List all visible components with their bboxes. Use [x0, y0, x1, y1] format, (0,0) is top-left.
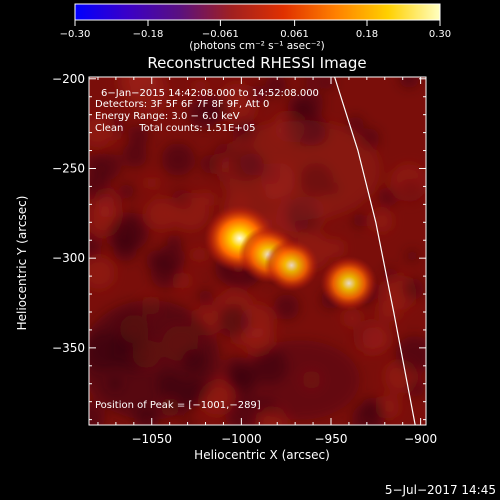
mottle-patch	[182, 418, 195, 425]
plot-frame	[88, 76, 427, 426]
colorbar-tick-label: 0.061	[280, 29, 309, 40]
mottle-patch	[395, 335, 426, 374]
chart-title: Reconstructed RHESSI Image	[147, 54, 366, 72]
colorbar-tick-label: 0.30	[429, 29, 451, 40]
mottle-patch	[107, 218, 141, 252]
mottle-patch	[402, 278, 424, 300]
annotation-time: 6−Jan−2015 14:42:08.000 to 14:52:08.000	[101, 88, 319, 99]
mottle-patch	[129, 125, 149, 146]
mottle-patch	[360, 397, 384, 421]
mottle-patch	[398, 77, 420, 89]
mottle-patch	[105, 125, 121, 141]
y-axis-label: Heliocentric Y (arcsec)	[15, 196, 29, 331]
mottle-patch	[167, 234, 182, 250]
annotation-counts: Clean Total counts: 1.51E+05	[95, 123, 255, 134]
mottle-patch	[201, 154, 220, 174]
mottle-patch	[378, 187, 398, 207]
source-3	[264, 239, 319, 292]
mottle-patch	[89, 114, 114, 147]
y-tick-label: −200	[52, 72, 85, 86]
mottle-patch	[369, 209, 393, 233]
y-tick-label: −300	[52, 251, 85, 265]
colorbar-tick-label: −0.18	[133, 29, 164, 40]
mottle-patch	[318, 77, 335, 90]
solar-limb	[334, 77, 416, 425]
mottle-dark-region	[240, 340, 360, 420]
mottle-patch	[198, 289, 213, 304]
mottle-patch	[187, 97, 220, 130]
y-tick-label: −250	[52, 161, 85, 175]
footer-date: 5−Jul−2017 14:45	[385, 483, 496, 497]
mottle-patch	[193, 79, 208, 94]
mottle-patch	[352, 213, 367, 228]
colorbar-tick-label: −0.30	[60, 29, 91, 40]
mottle-patch	[326, 239, 346, 258]
annotations: 6−Jan−2015 14:42:08.000 to 14:52:08.000 …	[95, 88, 319, 134]
mottle-patch	[171, 192, 210, 231]
mottle-patch	[303, 77, 316, 86]
peak-position-label: Position of Peak = [−1001,−289]	[95, 400, 261, 411]
mottle-patch	[273, 294, 300, 320]
mottle-patch	[405, 249, 419, 263]
mottle-patch	[89, 234, 102, 259]
mottle-patch	[95, 153, 122, 180]
colorbar-ticks: −0.30 −0.18 −0.061 0.061 0.18 0.30	[60, 20, 451, 40]
x-tick-label: −1050	[131, 432, 172, 446]
mottle-patch	[390, 164, 426, 202]
mottle-patch	[216, 304, 251, 338]
mottle-patch	[122, 142, 148, 168]
axis-ticks: −1050 −1000 −950 −900 −200 −250 −300 −350	[52, 72, 437, 446]
colorbar-units: (photons cm⁻² s⁻¹ asec⁻²)	[189, 40, 324, 52]
mottle-light-region	[220, 120, 380, 220]
mottle-patch	[378, 299, 401, 322]
x-tick-label: −950	[315, 432, 348, 446]
mottle-patch	[406, 378, 425, 398]
mottle-patch	[89, 257, 115, 290]
mottle-patch	[150, 259, 180, 289]
mottle-patch	[89, 402, 105, 425]
mottle-patch	[343, 309, 361, 327]
x-axis-label: Heliocentric X (arcsec)	[194, 448, 330, 462]
y-tick-label: −350	[52, 341, 85, 355]
mottle-patch	[192, 247, 207, 262]
mottle-patch	[161, 142, 195, 176]
mottle-patch	[145, 198, 178, 230]
x-tick-label: −900	[404, 432, 437, 446]
mottle-patch	[145, 176, 159, 190]
colorbar	[74, 3, 441, 21]
colorbar-tick-label: −0.061	[202, 29, 239, 40]
mottle-patch	[117, 77, 151, 98]
mottle-patch	[265, 77, 287, 96]
annotation-energy: Energy Range: 3.0 − 6.0 keV	[95, 111, 240, 122]
mottle-patch	[354, 321, 387, 353]
source-group	[203, 204, 378, 311]
x-tick-label: −1000	[221, 432, 262, 446]
mottle-patch	[119, 183, 135, 199]
colorbar-tick-label: 0.18	[356, 29, 378, 40]
source-4	[320, 256, 378, 311]
annotation-detectors: Detectors: 3F 5F 6F 7F 8F 9F, Att 0	[95, 99, 269, 110]
mottle-dark-region	[89, 300, 220, 420]
